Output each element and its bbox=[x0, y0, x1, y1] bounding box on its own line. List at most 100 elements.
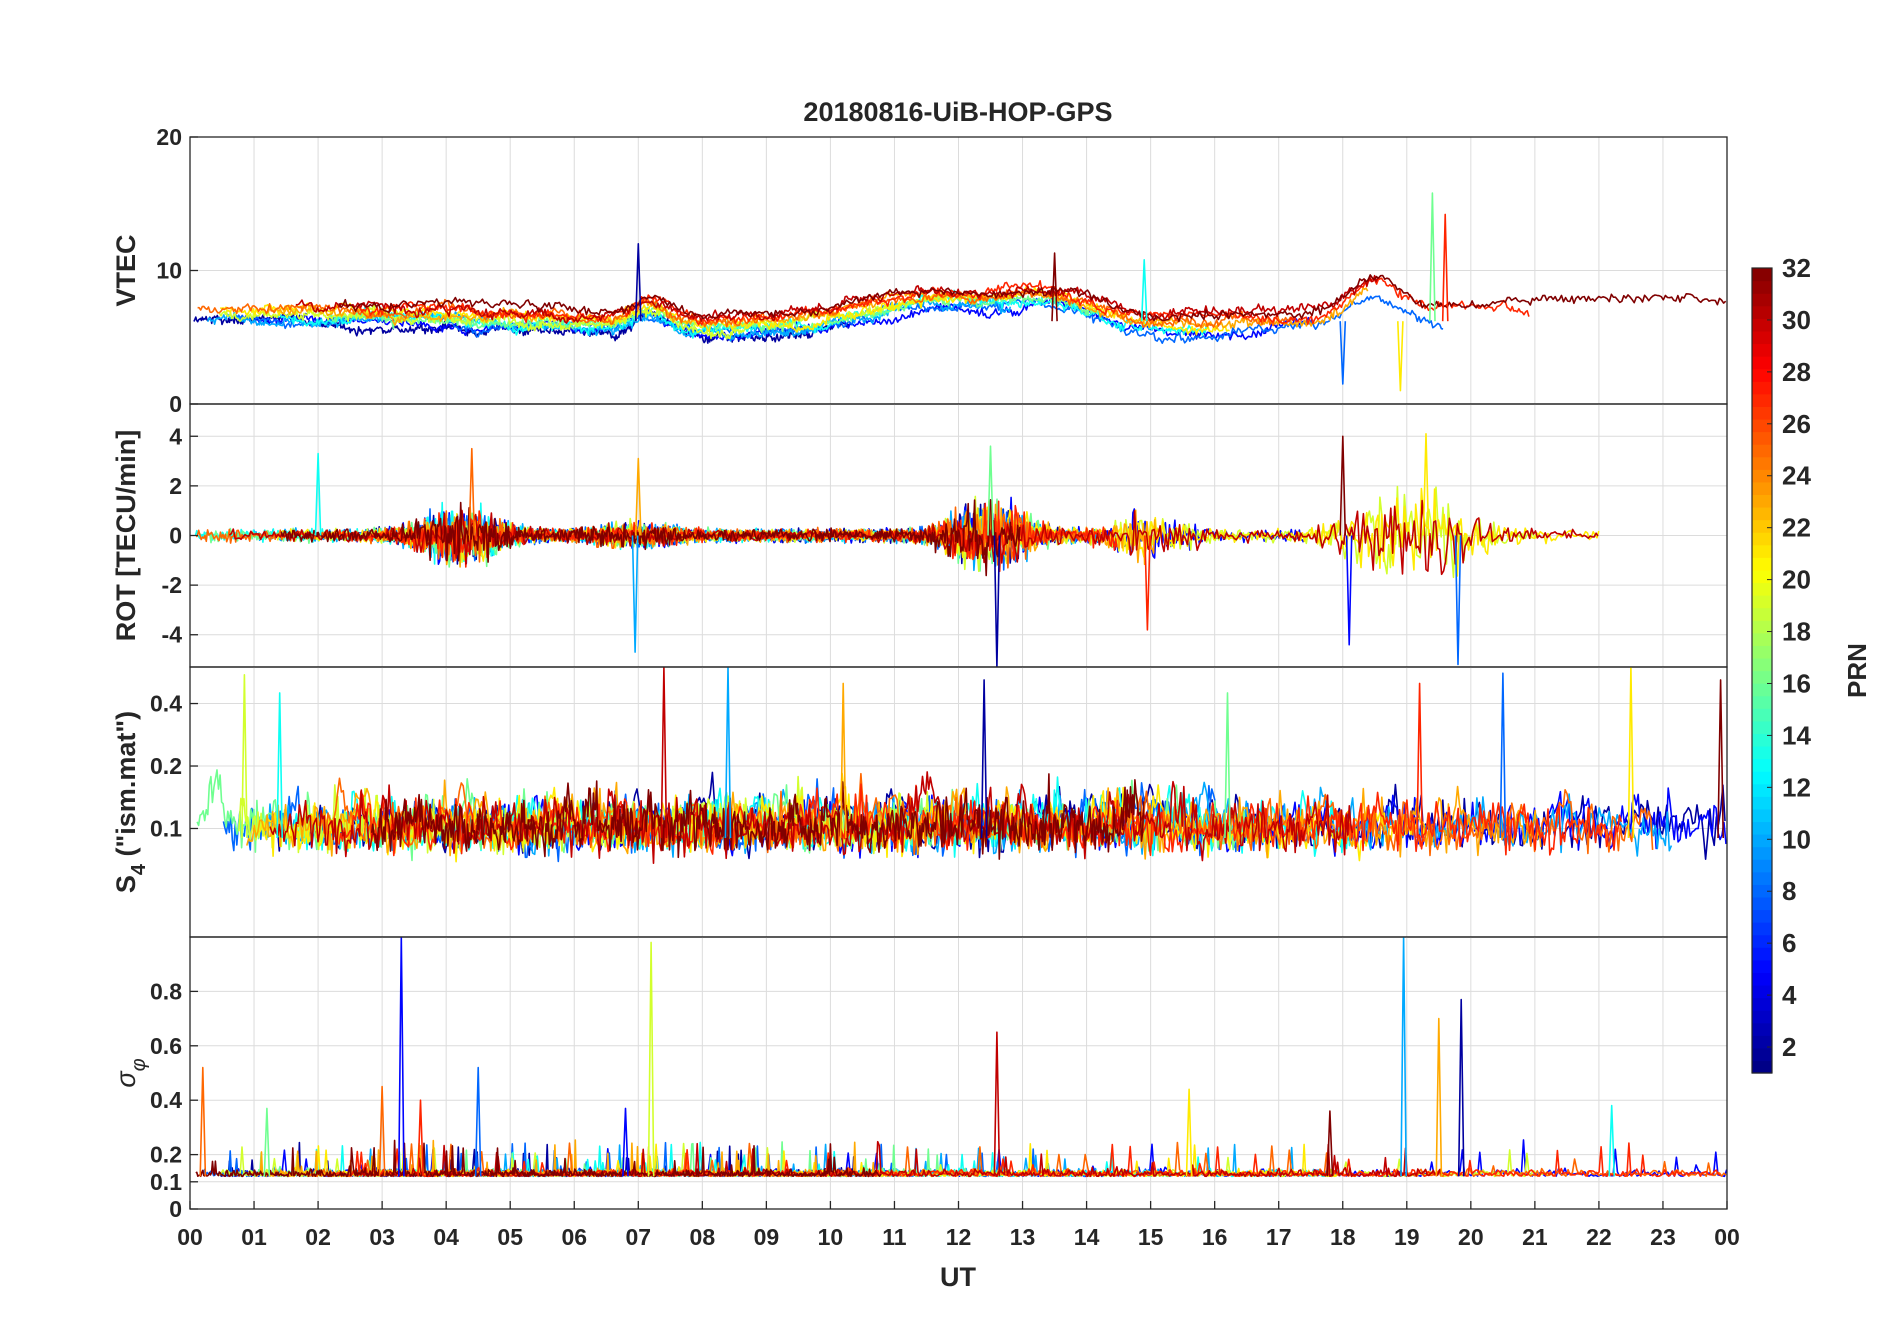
colorbar-segment bbox=[1752, 1047, 1772, 1062]
colorbar-segment bbox=[1752, 846, 1772, 860]
x-tick-label: 10 bbox=[818, 1224, 844, 1250]
colorbar-segment bbox=[1752, 280, 1772, 294]
series-group bbox=[194, 432, 1600, 667]
spike-mark bbox=[839, 682, 847, 839]
colorbar-segment bbox=[1752, 984, 1772, 999]
colorbar-segment bbox=[1752, 582, 1772, 596]
y-tick-label: 0.6 bbox=[150, 1033, 182, 1059]
colorbar-segment bbox=[1752, 620, 1772, 634]
x-tick-label: 01 bbox=[241, 1224, 267, 1250]
spike-mark bbox=[660, 667, 668, 839]
colorbar-segment bbox=[1752, 607, 1772, 621]
colorbar-segment bbox=[1752, 771, 1772, 785]
colorbar-segment bbox=[1752, 947, 1772, 961]
colorbar-segment bbox=[1752, 632, 1772, 646]
x-tick-label: 18 bbox=[1330, 1224, 1356, 1250]
colorbar-segment bbox=[1752, 645, 1772, 659]
colorbar-tick-label: 28 bbox=[1782, 357, 1811, 387]
colorbar-segment bbox=[1752, 708, 1772, 722]
colorbar-segment bbox=[1752, 745, 1772, 760]
spike-mark bbox=[634, 457, 642, 536]
colorbar-tick-label: 2 bbox=[1782, 1032, 1796, 1062]
x-tick-label: 07 bbox=[625, 1224, 651, 1250]
colorbar-segment bbox=[1752, 305, 1772, 319]
x-tick-label: 21 bbox=[1522, 1224, 1548, 1250]
colorbar-tick-label: 4 bbox=[1782, 980, 1797, 1010]
series-line-prn-32 bbox=[338, 274, 1727, 323]
colorbar-tick-label: 12 bbox=[1782, 772, 1811, 802]
spike-mark bbox=[1339, 321, 1347, 385]
colorbar-segment bbox=[1752, 997, 1772, 1011]
colorbar-segment bbox=[1752, 532, 1772, 546]
spike-mark bbox=[199, 1066, 207, 1177]
x-tick-label: 05 bbox=[497, 1224, 523, 1250]
colorbar-tick-label: 18 bbox=[1782, 617, 1811, 647]
x-tick-label: 03 bbox=[369, 1224, 395, 1250]
y-tick-label: 4 bbox=[169, 423, 182, 449]
series-line-prn-32 bbox=[280, 498, 1021, 577]
spike-mark bbox=[1499, 672, 1507, 839]
colorbar-segment bbox=[1752, 557, 1772, 571]
colorbar-segment bbox=[1752, 456, 1772, 470]
spike-mark bbox=[314, 452, 322, 536]
x-tick-label: 06 bbox=[561, 1224, 587, 1250]
x-tick-label: 02 bbox=[305, 1224, 331, 1250]
spike-mark bbox=[1608, 1104, 1616, 1177]
colorbar-segment bbox=[1752, 821, 1772, 835]
spike-mark bbox=[622, 1107, 629, 1177]
y-tick-label: 0.2 bbox=[150, 753, 182, 779]
colorbar-segment bbox=[1752, 393, 1772, 407]
colorbar-segment bbox=[1752, 1022, 1772, 1036]
x-axis: 00 01 02 03 04 05 06 07 08 09 10 11 12 13 14 15 16 17 18 19… bbox=[177, 1201, 1740, 1250]
colorbar-segment bbox=[1752, 670, 1772, 684]
colorbar-tick-label: 20 bbox=[1782, 565, 1811, 595]
colorbar-segment bbox=[1752, 733, 1772, 747]
colorbar-segment bbox=[1752, 959, 1772, 973]
spike-mark bbox=[1326, 1110, 1334, 1177]
x-tick-label: 11 bbox=[882, 1224, 907, 1250]
colorbar-segment bbox=[1752, 695, 1772, 709]
colorbar-segment bbox=[1752, 544, 1772, 558]
panel-s4: 0.10.20.4S4 ("ism.mat") bbox=[111, 666, 1728, 938]
x-tick-label: 22 bbox=[1586, 1224, 1612, 1250]
colorbar-tick-label: 16 bbox=[1782, 668, 1811, 698]
y-label-main: S bbox=[111, 875, 141, 893]
panel-rot: -4 -2 0 2 4 ROT [TECU/min] bbox=[111, 403, 1728, 668]
colorbar-segment bbox=[1752, 268, 1772, 282]
spike-mark bbox=[1422, 432, 1430, 536]
y-label-rest: ("ism.mat") bbox=[111, 711, 141, 864]
spike-mark bbox=[474, 1066, 482, 1177]
colorbar-segment bbox=[1752, 871, 1772, 885]
spike-mark bbox=[398, 937, 405, 1177]
colorbar-segment bbox=[1752, 595, 1772, 609]
colorbar-segment bbox=[1752, 356, 1772, 370]
colorbar-segment bbox=[1752, 859, 1772, 873]
colorbar-tick-label: 22 bbox=[1782, 513, 1811, 543]
y-axis-label-s4: S4 ("ism.mat") bbox=[111, 711, 150, 893]
colorbar-tick-label: 10 bbox=[1782, 824, 1811, 854]
colorbar-segment bbox=[1752, 343, 1772, 357]
colorbar-segment bbox=[1752, 519, 1772, 533]
spike-mark bbox=[1397, 321, 1404, 392]
x-tick-label: 04 bbox=[433, 1224, 459, 1250]
colorbar-segment bbox=[1752, 293, 1772, 307]
spike-mark bbox=[987, 445, 994, 536]
x-tick-label: 09 bbox=[754, 1224, 780, 1250]
colorbar-segment bbox=[1752, 318, 1772, 332]
spike-mark bbox=[1457, 998, 1465, 1177]
spike-mark bbox=[980, 679, 988, 839]
colorbar-segment bbox=[1752, 972, 1772, 986]
colorbar-segment bbox=[1752, 758, 1772, 772]
x-tick-label: 19 bbox=[1394, 1224, 1420, 1250]
colorbar-tick-label: 30 bbox=[1782, 305, 1811, 335]
spike-mark bbox=[1185, 1088, 1193, 1177]
y-tick-label: 2 bbox=[169, 473, 182, 499]
spike-mark bbox=[1400, 937, 1407, 1177]
colorbar-segment bbox=[1752, 683, 1772, 697]
x-tick-label: 08 bbox=[690, 1224, 716, 1250]
y-tick-label: 0.4 bbox=[150, 691, 182, 717]
series-line-prn-25 bbox=[197, 287, 1295, 329]
colorbar-segment bbox=[1752, 884, 1772, 898]
spike-mark bbox=[1627, 667, 1635, 839]
